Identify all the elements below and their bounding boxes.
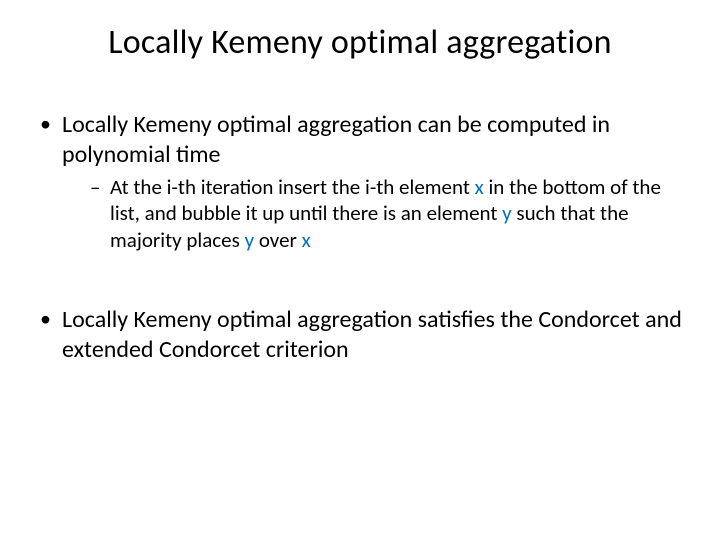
- sub-seg-accent: x: [302, 227, 311, 253]
- sub-bullet-item: At the i-th iteration insert the i-th el…: [88, 174, 684, 253]
- bullet-text: Locally Kemeny optimal aggregation can b…: [62, 110, 610, 169]
- sub-seg-accent: y: [245, 227, 255, 253]
- spacer: [36, 261, 684, 305]
- slide: Locally Kemeny optimal aggregation Local…: [0, 0, 720, 540]
- bullet-item: Locally Kemeny optimal aggregation satis…: [36, 305, 684, 365]
- sub-seg: At the i-th iteration insert the i-th el…: [110, 174, 475, 200]
- sub-seg-accent: y: [502, 200, 512, 226]
- sub-seg: over: [254, 227, 302, 253]
- slide-body: Locally Kemeny optimal aggregation can b…: [36, 110, 684, 373]
- bullet-list: Locally Kemeny optimal aggregation can b…: [36, 110, 684, 365]
- sub-bullet-list: At the i-th iteration insert the i-th el…: [62, 174, 684, 253]
- sub-seg-accent: x: [475, 174, 484, 200]
- slide-title: Locally Kemeny optimal aggregation: [0, 22, 720, 63]
- bullet-item: Locally Kemeny optimal aggregation can b…: [36, 110, 684, 253]
- bullet-text: Locally Kemeny optimal aggregation satis…: [62, 305, 682, 364]
